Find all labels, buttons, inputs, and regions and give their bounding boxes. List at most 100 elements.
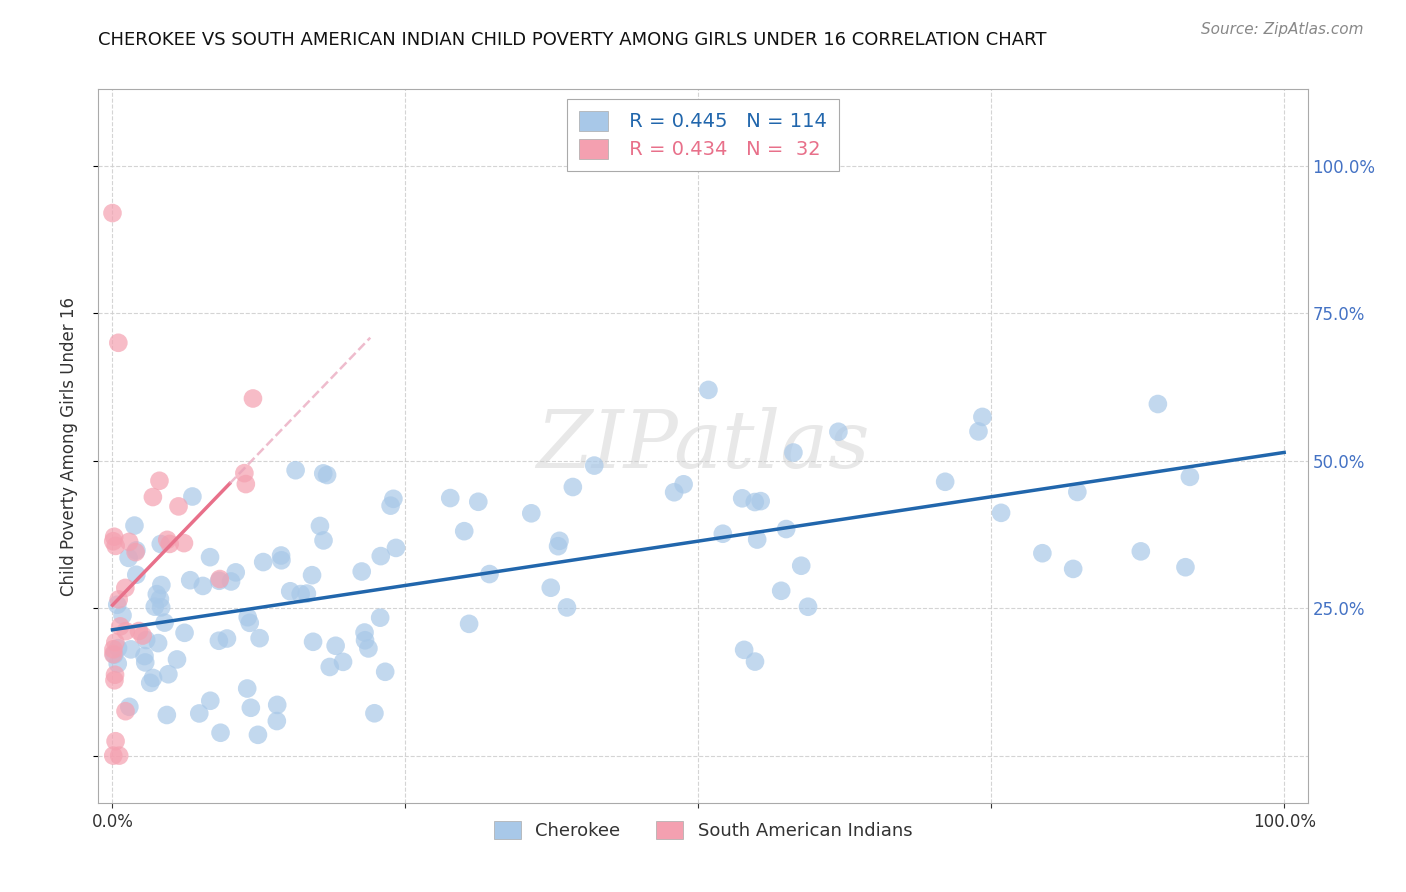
Point bbox=[744, 495, 766, 509]
Point bbox=[242, 392, 264, 406]
Point bbox=[439, 491, 461, 505]
Point bbox=[150, 600, 173, 615]
Point bbox=[934, 475, 956, 489]
Text: ZIPatlas: ZIPatlas bbox=[536, 408, 870, 484]
Point bbox=[200, 694, 222, 708]
Point bbox=[478, 567, 501, 582]
Point bbox=[208, 633, 231, 648]
Point bbox=[467, 495, 489, 509]
Point bbox=[104, 539, 127, 553]
Point bbox=[156, 708, 179, 723]
Point bbox=[363, 706, 385, 721]
Point bbox=[770, 583, 793, 598]
Point bbox=[103, 673, 125, 688]
Point bbox=[110, 619, 132, 633]
Point bbox=[225, 566, 247, 580]
Point bbox=[309, 519, 332, 533]
Point bbox=[583, 458, 606, 473]
Point bbox=[239, 700, 262, 714]
Point bbox=[744, 655, 766, 669]
Point bbox=[153, 615, 176, 630]
Point bbox=[173, 536, 195, 550]
Point bbox=[1129, 544, 1152, 558]
Point bbox=[111, 608, 134, 623]
Point bbox=[733, 643, 755, 657]
Point bbox=[104, 667, 127, 681]
Point bbox=[295, 586, 318, 600]
Point bbox=[125, 543, 148, 558]
Point bbox=[252, 555, 274, 569]
Point bbox=[239, 615, 262, 630]
Point bbox=[1178, 470, 1201, 484]
Point bbox=[357, 641, 380, 656]
Point bbox=[142, 490, 165, 504]
Point bbox=[382, 491, 405, 506]
Point bbox=[236, 610, 259, 624]
Point bbox=[749, 494, 772, 508]
Point bbox=[105, 598, 128, 612]
Point bbox=[188, 706, 211, 721]
Point bbox=[146, 636, 169, 650]
Point bbox=[246, 728, 269, 742]
Point bbox=[1066, 485, 1088, 500]
Point bbox=[270, 553, 292, 567]
Point bbox=[143, 599, 166, 614]
Point bbox=[134, 648, 156, 663]
Point bbox=[107, 335, 129, 350]
Point bbox=[118, 534, 141, 549]
Point bbox=[103, 534, 125, 549]
Point bbox=[385, 541, 408, 555]
Point bbox=[103, 748, 125, 763]
Point bbox=[370, 549, 392, 563]
Point bbox=[990, 506, 1012, 520]
Point bbox=[149, 537, 172, 551]
Point bbox=[149, 592, 172, 607]
Point bbox=[548, 533, 571, 548]
Point bbox=[354, 633, 377, 648]
Point bbox=[380, 499, 402, 513]
Point bbox=[368, 610, 391, 624]
Point bbox=[107, 657, 129, 671]
Point bbox=[775, 522, 797, 536]
Point bbox=[135, 632, 157, 647]
Point bbox=[150, 578, 173, 592]
Point bbox=[711, 526, 734, 541]
Point bbox=[114, 704, 136, 718]
Point bbox=[118, 699, 141, 714]
Point bbox=[453, 524, 475, 538]
Point bbox=[561, 480, 583, 494]
Point bbox=[249, 631, 271, 645]
Point bbox=[332, 655, 354, 669]
Y-axis label: Child Poverty Among Girls Under 16: Child Poverty Among Girls Under 16 bbox=[59, 296, 77, 596]
Point bbox=[697, 383, 720, 397]
Point bbox=[353, 625, 375, 640]
Point bbox=[104, 635, 127, 649]
Legend: Cherokee, South American Indians: Cherokee, South American Indians bbox=[486, 814, 920, 847]
Point bbox=[290, 587, 312, 601]
Text: Source: ZipAtlas.com: Source: ZipAtlas.com bbox=[1201, 22, 1364, 37]
Point bbox=[1147, 397, 1170, 411]
Point bbox=[278, 584, 301, 599]
Point bbox=[131, 629, 153, 643]
Point bbox=[350, 565, 373, 579]
Point bbox=[208, 572, 231, 586]
Point bbox=[107, 641, 129, 656]
Point bbox=[128, 624, 150, 638]
Point bbox=[520, 506, 543, 520]
Point bbox=[120, 642, 142, 657]
Point bbox=[103, 530, 125, 544]
Point bbox=[148, 474, 170, 488]
Point bbox=[662, 485, 685, 500]
Point bbox=[312, 467, 335, 481]
Point bbox=[103, 642, 125, 657]
Point bbox=[325, 639, 347, 653]
Point bbox=[104, 734, 127, 748]
Point bbox=[198, 550, 221, 565]
Point bbox=[124, 545, 146, 559]
Point bbox=[167, 500, 190, 514]
Text: CHEROKEE VS SOUTH AMERICAN INDIAN CHILD POVERTY AMONG GIRLS UNDER 16 CORRELATION: CHEROKEE VS SOUTH AMERICAN INDIAN CHILD … bbox=[98, 31, 1047, 49]
Point bbox=[319, 660, 342, 674]
Point bbox=[107, 592, 129, 607]
Point bbox=[208, 574, 231, 588]
Point bbox=[108, 748, 131, 763]
